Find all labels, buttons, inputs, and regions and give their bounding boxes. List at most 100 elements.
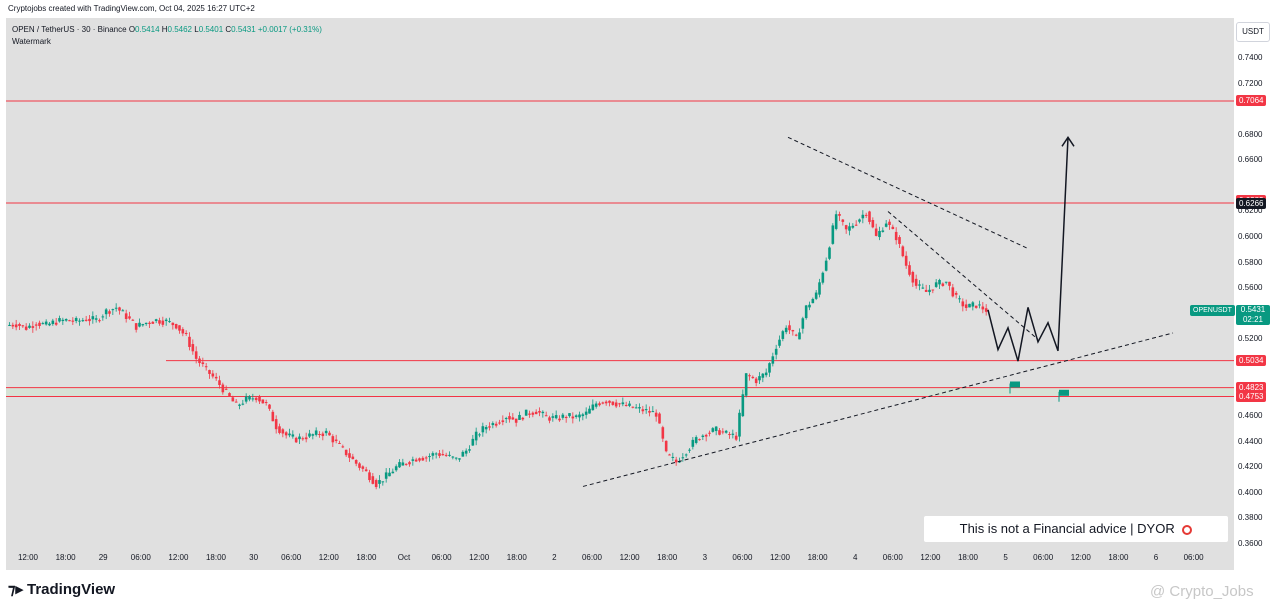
candle-body: [601, 402, 605, 404]
candle-body: [854, 224, 858, 226]
candle-body: [678, 461, 681, 463]
time-tick-label: 12:00: [17, 553, 39, 562]
price-tick-label: 0.6200: [1238, 206, 1263, 216]
candle-body: [518, 414, 521, 420]
candle-body: [908, 265, 911, 275]
time-tick-label: Oct: [397, 553, 411, 562]
candle-body: [104, 309, 108, 315]
time-tick-label: 12:00: [469, 553, 490, 562]
candle-body: [768, 363, 771, 373]
candle-body: [198, 358, 201, 364]
candle-body: [458, 458, 461, 460]
candle-body: [388, 472, 391, 477]
candle-body: [464, 450, 468, 454]
candle-body: [691, 439, 695, 447]
candle-body: [398, 462, 401, 468]
time-tick-label: 18:00: [506, 553, 527, 562]
candle-body: [694, 437, 698, 443]
candle-body: [131, 319, 135, 321]
candle-body: [348, 453, 351, 458]
time-tick-label: 3: [702, 553, 708, 562]
candle-body: [624, 405, 628, 407]
candle-body: [294, 437, 298, 443]
candle-body: [898, 237, 901, 244]
bar-countdown: 02:21: [1242, 315, 1264, 324]
price-tick-label: 0.5200: [1238, 334, 1263, 344]
candle-body: [594, 403, 598, 407]
time-tick-label: 18:00: [807, 553, 828, 562]
candle-body: [308, 433, 311, 437]
candle-body: [968, 303, 971, 308]
time-tick-label: 06:00: [732, 553, 753, 562]
candle-body: [591, 404, 595, 411]
tradingview-logo[interactable]: ⁊▸ TradingView: [8, 580, 115, 599]
candle-body: [844, 225, 848, 230]
price-tick-label: 0.4200: [1238, 462, 1263, 472]
candle-body: [211, 373, 215, 377]
candle-body: [498, 422, 501, 424]
candle-body: [801, 318, 805, 329]
candle-body: [118, 307, 121, 311]
candle-body: [828, 247, 831, 259]
chart-canvas[interactable]: [6, 18, 1234, 570]
candle-body: [551, 416, 555, 418]
candle-body: [204, 366, 208, 368]
candle-body: [441, 454, 445, 456]
candle-body: [531, 412, 535, 415]
candle-body: [368, 472, 371, 481]
candle-body: [741, 394, 745, 417]
candle-body: [334, 439, 338, 442]
candle-body: [674, 459, 678, 463]
candle-body: [121, 310, 125, 312]
price-tick-label: 0.7400: [1238, 53, 1263, 62]
candle-body: [978, 304, 981, 306]
time-tick-label: 06:00: [431, 553, 452, 562]
price-tick-label: 0.5800: [1238, 257, 1263, 267]
price-tick-label: 0.3600: [1238, 539, 1263, 548]
candle-body: [81, 320, 85, 322]
candle-body: [284, 432, 288, 436]
candle-body: [481, 426, 485, 433]
candle-body: [141, 324, 145, 326]
candle-body: [634, 407, 638, 409]
candle-body: [838, 214, 841, 216]
candle-body: [521, 417, 525, 420]
candle-body: [941, 283, 945, 286]
price-axis[interactable]: [1234, 18, 1280, 570]
candle-body: [48, 323, 51, 326]
candle-body: [658, 413, 661, 424]
author-watermark: @ Crypto_Jobs: [1150, 583, 1254, 600]
candle-body: [861, 214, 865, 219]
candle-body: [244, 396, 248, 402]
candle-body: [188, 336, 191, 347]
candle-body: [704, 434, 708, 437]
currency-button[interactable]: USDT: [1236, 22, 1270, 42]
time-tick-label: 29: [98, 553, 108, 562]
candle-body: [91, 316, 95, 320]
candle-body: [134, 323, 138, 330]
price-tick-label: 0.4400: [1238, 436, 1263, 446]
candle-body: [408, 462, 411, 465]
candle-body: [781, 331, 785, 339]
candle-body: [731, 433, 735, 435]
candle-body: [561, 414, 565, 418]
candle-body: [168, 321, 171, 323]
time-tick-label: 18:00: [356, 553, 377, 562]
candle-body: [278, 426, 281, 433]
price-tick-label: 0.6000: [1238, 232, 1263, 242]
time-axis[interactable]: [6, 548, 1234, 570]
candle-body: [68, 320, 71, 322]
candle-body: [864, 214, 868, 216]
candlestick-chart[interactable]: [6, 18, 1234, 570]
candle-body: [688, 449, 691, 451]
candle-body: [298, 436, 301, 440]
candle-body: [18, 324, 21, 326]
candle-body: [831, 225, 835, 244]
candle-body: [611, 401, 615, 405]
candle-body: [101, 316, 105, 318]
candle-body: [494, 423, 498, 426]
candle-body: [614, 402, 618, 407]
candle-body: [918, 284, 921, 286]
candle-body: [948, 281, 951, 286]
price-tick-label: 0.4000: [1238, 487, 1263, 497]
